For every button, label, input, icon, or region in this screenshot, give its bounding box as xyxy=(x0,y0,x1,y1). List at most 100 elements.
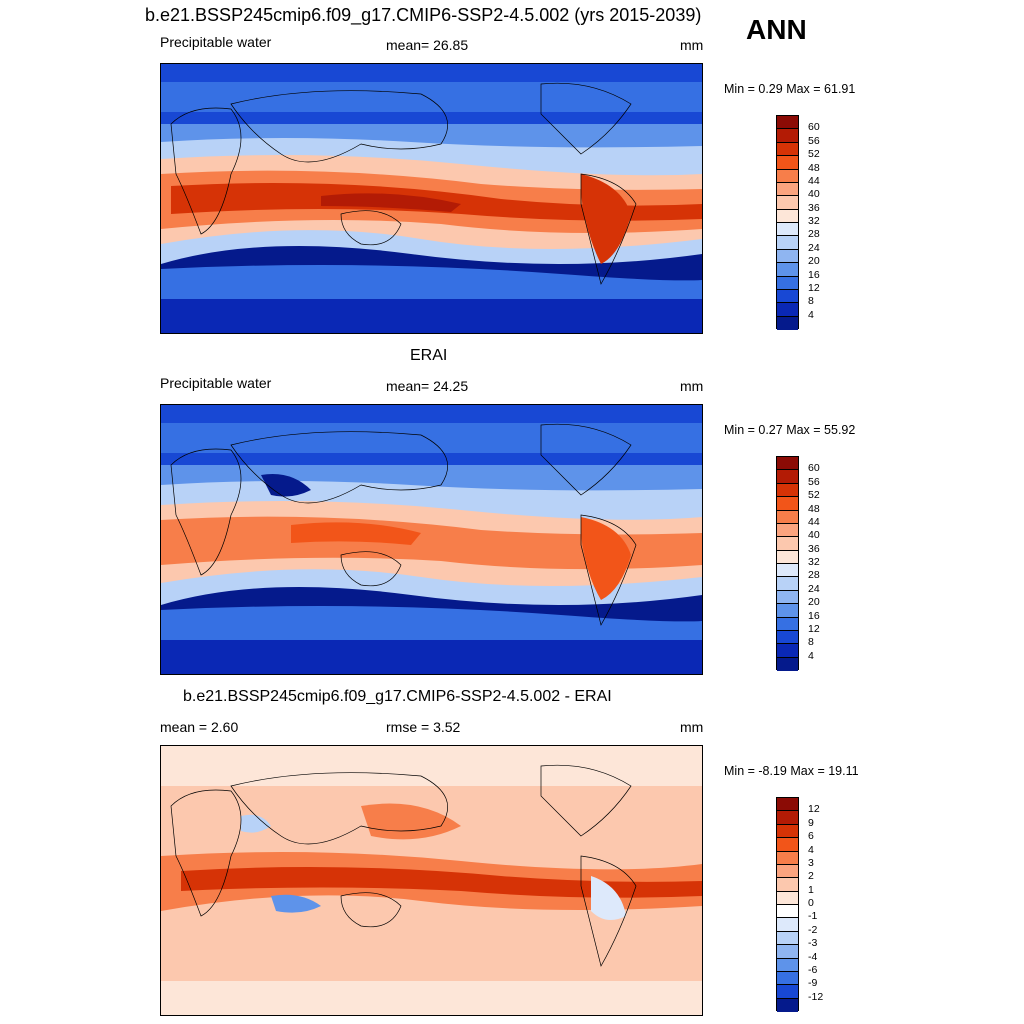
colorbar-tick-label: 36 xyxy=(808,542,820,555)
colorbar-tick-label: 40 xyxy=(808,529,820,542)
season-label: ANN xyxy=(746,14,807,45)
colorbar-tick-label: 52 xyxy=(808,489,820,502)
panel2-minmax: Min = 0.27 Max = 55.92 xyxy=(724,423,856,437)
colorbar-swatch xyxy=(777,811,798,825)
colorbar-tick-label: 4 xyxy=(808,649,814,662)
colorbar-swatch xyxy=(777,209,798,223)
colorbar-swatch xyxy=(777,303,798,317)
colorbar-tick-label: 44 xyxy=(808,174,820,187)
colorbar-tick-label: 4 xyxy=(808,308,814,321)
colorbar-swatch xyxy=(777,604,798,618)
colorbar-swatch xyxy=(777,263,798,277)
colorbar-swatch xyxy=(777,931,798,946)
panel1-colorbar xyxy=(776,115,799,330)
panel3-rmse-label: rmse = 3.52 xyxy=(386,719,461,735)
colorbar-swatch xyxy=(777,905,798,919)
colorbar-tick-label: 6 xyxy=(808,830,814,843)
colorbar-swatch xyxy=(777,223,798,237)
colorbar-swatch xyxy=(777,891,798,905)
colorbar-swatch xyxy=(777,851,798,865)
colorbar-swatch xyxy=(777,156,798,170)
colorbar-tick-label: 3 xyxy=(808,856,814,869)
colorbar-swatch xyxy=(777,644,798,658)
colorbar-tick-label: 32 xyxy=(808,215,820,227)
colorbar-swatch xyxy=(777,985,798,999)
colorbar-tick-label: 20 xyxy=(808,596,820,609)
colorbar-swatch xyxy=(777,316,798,330)
colorbar-swatch xyxy=(777,129,798,143)
figure-title: b.e21.BSSP245cmip6.f09_g17.CMIP6-SSP2-4.… xyxy=(145,5,702,25)
colorbar-swatch xyxy=(777,249,798,264)
colorbar-tick-label: 56 xyxy=(808,475,820,488)
panel1-units-label: mm xyxy=(680,37,704,53)
colorbar-tick-label: 32 xyxy=(808,556,820,568)
colorbar-swatch xyxy=(777,537,798,551)
panel3-minmax: Min = -8.19 Max = 19.11 xyxy=(724,764,859,778)
colorbar-swatch xyxy=(777,276,798,290)
colorbar-tick-label: 12 xyxy=(808,803,820,816)
panel3-map xyxy=(160,745,703,1016)
colorbar-tick-label: 0 xyxy=(808,897,814,909)
colorbar-swatch xyxy=(777,116,798,130)
colorbar-swatch xyxy=(777,998,798,1012)
colorbar-swatch xyxy=(777,630,798,645)
colorbar-swatch xyxy=(777,550,798,564)
colorbar-tick-label: 48 xyxy=(808,502,820,515)
panel2-variable-label: Precipitable water xyxy=(160,375,272,391)
colorbar-tick-label: 60 xyxy=(808,121,820,134)
colorbar-tick-label: -3 xyxy=(808,937,818,950)
colorbar-swatch xyxy=(777,182,798,197)
colorbar-swatch xyxy=(777,289,798,304)
colorbar-swatch xyxy=(777,470,798,484)
colorbar-tick-label: 40 xyxy=(808,188,820,201)
colorbar-tick-label: 52 xyxy=(808,148,820,161)
colorbar-tick-label: 9 xyxy=(808,816,814,829)
colorbar-tick-label: -1 xyxy=(808,910,818,923)
colorbar-swatch xyxy=(777,958,798,972)
colorbar-swatch xyxy=(777,838,798,852)
panel1-mean-label: mean= 26.85 xyxy=(386,37,469,53)
colorbar-swatch xyxy=(777,196,798,210)
colorbar-swatch xyxy=(777,657,798,671)
panel1-map xyxy=(160,63,703,334)
colorbar-tick-label: 4 xyxy=(808,843,814,856)
colorbar-tick-label: 36 xyxy=(808,201,820,214)
colorbar-tick-label: 16 xyxy=(808,609,820,622)
colorbar-tick-label: 48 xyxy=(808,161,820,174)
colorbar-tick-label: -2 xyxy=(808,923,818,936)
colorbar-swatch xyxy=(777,564,798,578)
colorbar-tick-label: 24 xyxy=(808,582,820,595)
colorbar-swatch xyxy=(777,142,798,157)
colorbar-swatch xyxy=(777,590,798,605)
panel2-colorbar xyxy=(776,456,799,671)
colorbar-tick-label: 2 xyxy=(808,870,814,883)
colorbar-swatch xyxy=(777,798,798,812)
colorbar-swatch xyxy=(777,169,798,183)
colorbar-swatch xyxy=(777,878,798,892)
colorbar-swatch xyxy=(777,824,798,839)
panel3-colorbar xyxy=(776,797,799,1012)
colorbar-tick-label: -4 xyxy=(808,950,818,963)
colorbar-tick-label: 16 xyxy=(808,268,820,281)
panel1-variable-label: Precipitable water xyxy=(160,34,272,50)
colorbar-swatch xyxy=(777,918,798,932)
colorbar-tick-label: 20 xyxy=(808,255,820,268)
colorbar-swatch xyxy=(777,510,798,524)
panel3-units-label: mm xyxy=(680,719,704,735)
colorbar-tick-label: 12 xyxy=(808,622,820,635)
colorbar-tick-label: -6 xyxy=(808,963,818,976)
colorbar-swatch xyxy=(777,577,798,591)
colorbar-tick-label: 12 xyxy=(808,281,820,294)
panel1-minmax: Min = 0.29 Max = 61.91 xyxy=(724,82,856,96)
colorbar-swatch xyxy=(777,617,798,631)
colorbar-tick-label: 1 xyxy=(808,883,814,896)
colorbar-tick-label: 60 xyxy=(808,462,820,475)
panel2-mean-label: mean= 24.25 xyxy=(386,378,469,394)
colorbar-swatch xyxy=(777,523,798,538)
colorbar-swatch xyxy=(777,945,798,959)
colorbar-tick-label: 28 xyxy=(808,228,820,241)
colorbar-tick-label: 24 xyxy=(808,241,820,254)
colorbar-tick-label: -9 xyxy=(808,977,818,990)
colorbar-tick-label: 8 xyxy=(808,295,814,308)
colorbar-swatch xyxy=(777,971,798,986)
